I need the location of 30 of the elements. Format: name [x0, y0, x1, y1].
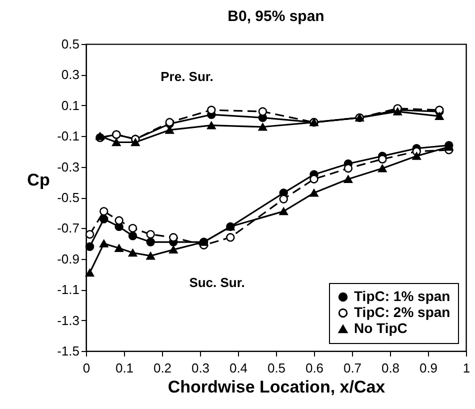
x-tick-label: 0.7 [343, 360, 362, 376]
legend-label: TipC: 1% span [354, 288, 450, 304]
y-tick-label: -0.5 [57, 190, 80, 205]
legend-label: No TipC [354, 320, 408, 336]
x-tick-label: 0.8 [381, 360, 400, 376]
x-tick-label: 0.1 [115, 360, 134, 376]
y-axis-title: Cp [27, 170, 50, 190]
y-tick-label: -0.3 [57, 159, 80, 174]
x-tick-label: 1 [462, 360, 470, 376]
annotation: Pre. Sur. [160, 69, 214, 84]
legend-label: TipC: 2% span [354, 304, 450, 320]
x-tick-label: 0 [82, 360, 90, 376]
y-tick-label: -1.1 [57, 282, 80, 298]
y-tick-label: 0.5 [61, 36, 80, 52]
x-tick-label: 0.6 [305, 360, 324, 376]
x-tick-label: 0.2 [153, 360, 172, 376]
y-tick-label: -0.9 [57, 251, 80, 266]
y-tick-label: 0.1 [61, 98, 80, 113]
annotation: Suc. Sur. [189, 275, 245, 290]
x-tick-label: 0.9 [419, 360, 438, 376]
x-tick-label: 0.3 [191, 360, 210, 376]
y-tick-label: -0.1 [57, 128, 80, 144]
x-tick-label: 0.4 [229, 360, 248, 376]
chart-title: B0, 95% span [228, 8, 324, 25]
x-axis-title: Chordwise Location, x/Cax [168, 378, 386, 396]
y-tick-label: -1.5 [57, 344, 80, 358]
x-tick-label: 0.5 [267, 360, 286, 376]
y-tick-label: -0.7 [57, 220, 80, 236]
y-tick-label: -1.3 [57, 312, 80, 328]
y-tick-label: 0.3 [61, 67, 80, 82]
